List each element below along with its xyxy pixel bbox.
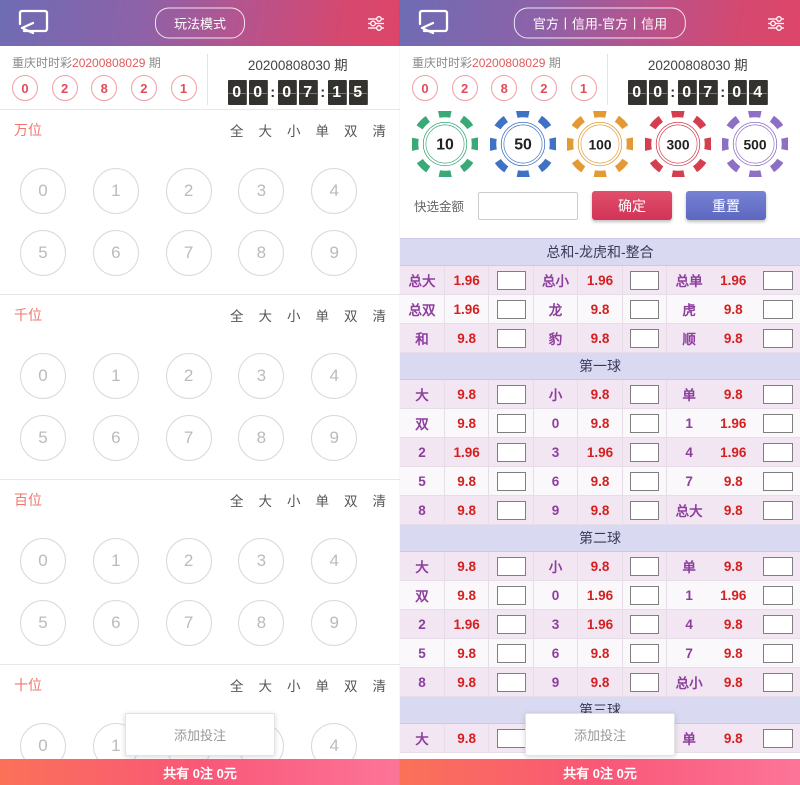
- svg-text:10: 10: [436, 136, 454, 153]
- svg-text:100: 100: [588, 136, 611, 152]
- svg-text:300: 300: [666, 136, 689, 152]
- svg-text:500: 500: [743, 136, 766, 152]
- svg-text:50: 50: [514, 136, 532, 153]
